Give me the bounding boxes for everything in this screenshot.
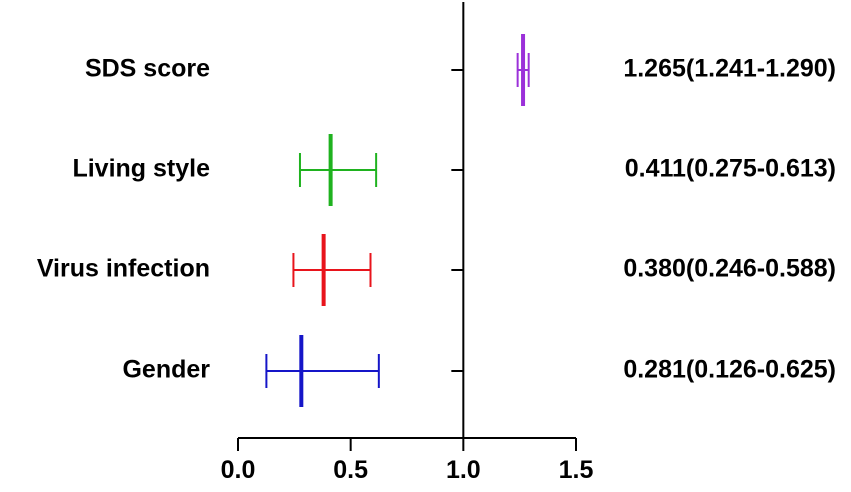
row-label-virus-infection: Virus infection xyxy=(37,255,210,283)
row-labels: SDS score Living style Virus infection Gend… xyxy=(37,55,210,384)
x-tick-label: 0.0 xyxy=(221,456,256,484)
reference-line-group xyxy=(451,2,465,438)
estimate-text-sds-score: 1.265(1.241-1.290) xyxy=(623,55,836,83)
row-label-gender: Gender xyxy=(122,356,210,384)
row-label-sds-score: SDS score xyxy=(85,55,210,83)
x-tick-label: 0.5 xyxy=(333,456,368,484)
estimate-texts: 1.265(1.241-1.290) 0.411(0.275-0.613) 0.38… xyxy=(623,55,836,384)
confidence-intervals xyxy=(265,34,530,407)
x-tick-label: 1.5 xyxy=(559,456,594,484)
x-tick-label: 1.0 xyxy=(446,456,481,484)
row-label-living-style: Living style xyxy=(72,155,210,183)
estimate-text-living-style: 0.411(0.275-0.613) xyxy=(625,155,836,183)
estimate-text-gender: 0.281(0.126-0.625) xyxy=(623,356,836,384)
x-axis: 0.0 0.5 1.0 1.5 xyxy=(221,437,594,484)
estimate-text-virus-infection: 0.380(0.246-0.588) xyxy=(623,255,836,283)
